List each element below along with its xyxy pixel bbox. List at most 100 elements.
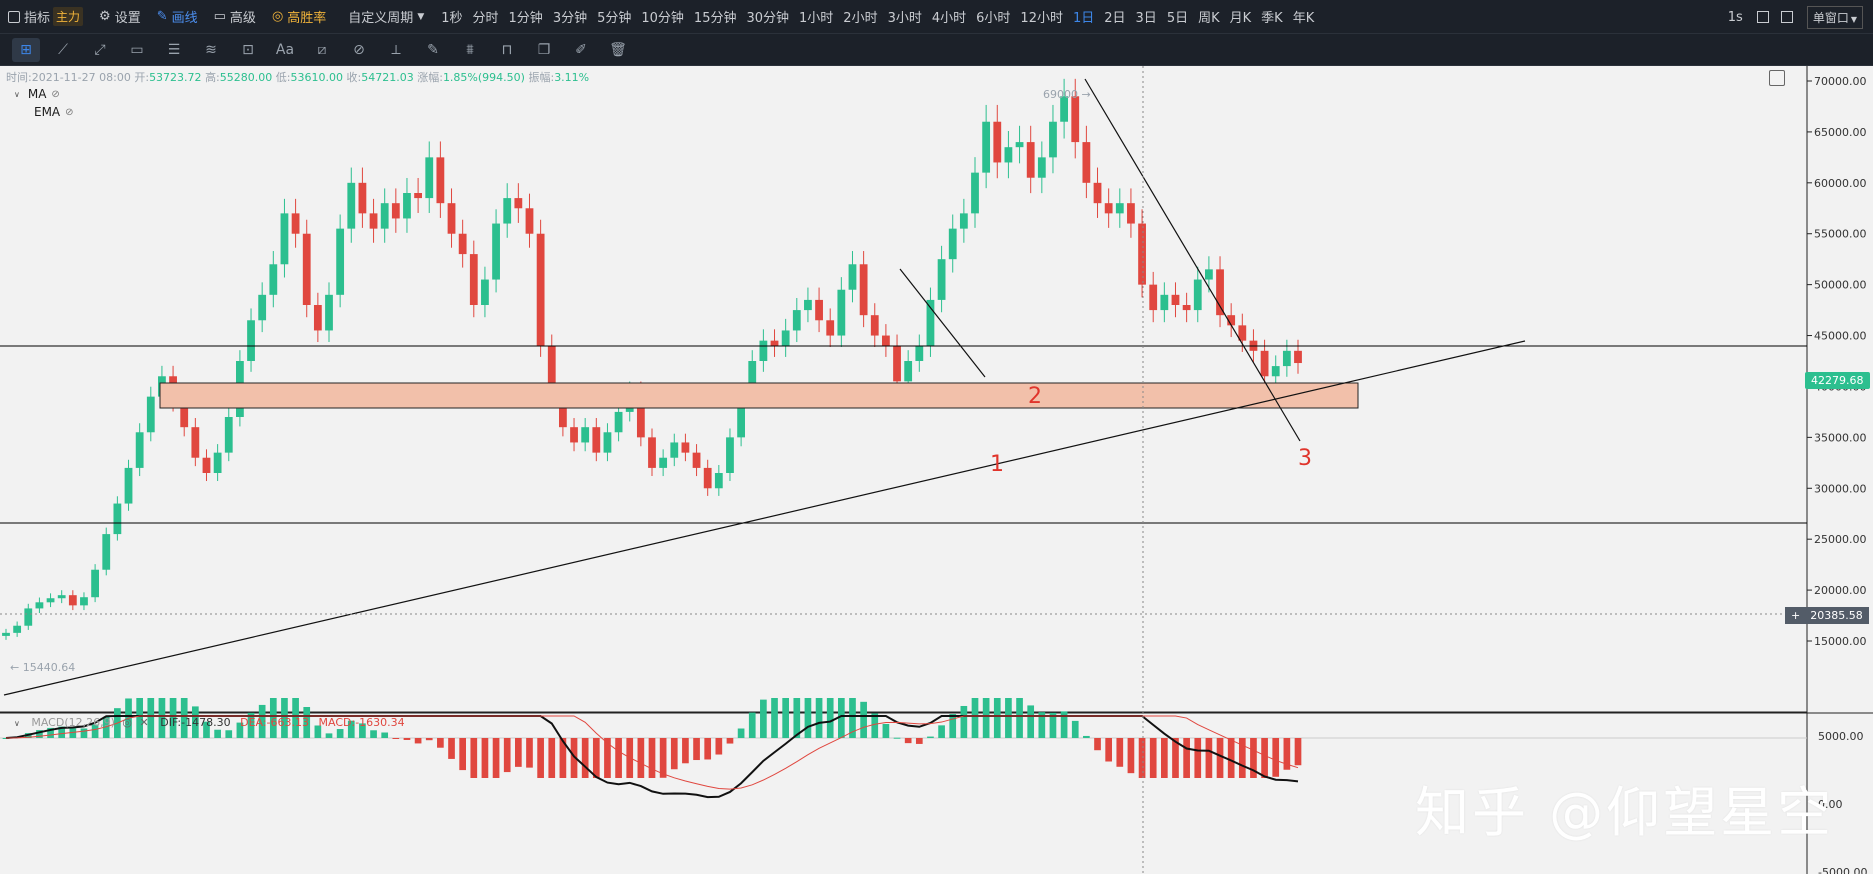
candle-body xyxy=(35,602,44,609)
chevron-down-icon: ∨ xyxy=(14,89,20,99)
support-zone-box[interactable] xyxy=(159,382,1359,409)
macd-bar xyxy=(893,737,901,739)
custom-period-dropdown[interactable]: 自定义周期 ▼ xyxy=(340,0,432,33)
ema-indicator[interactable]: EMA ⊘ xyxy=(34,105,74,119)
macd-bar xyxy=(1005,698,1012,738)
pattern-icon[interactable]: ⩩ xyxy=(466,41,474,58)
close-icon[interactable]: ✕ xyxy=(139,716,149,729)
macd-bar xyxy=(515,738,522,767)
candle-body xyxy=(848,264,857,290)
macd-bar xyxy=(693,738,700,761)
period-19[interactable]: 月K xyxy=(1229,11,1252,26)
period-20[interactable]: 季K xyxy=(1261,11,1283,26)
macd-bar xyxy=(526,738,533,768)
parallel-channel-icon[interactable]: ☰ xyxy=(167,41,181,58)
ma-indicator[interactable]: ∨ MA ⊘ xyxy=(14,87,60,101)
fib-icon[interactable]: ⧄ xyxy=(317,41,327,58)
period-2[interactable]: 1分钟 xyxy=(508,11,543,26)
macd-bar xyxy=(871,713,879,738)
measure-icon[interactable]: ⊡ xyxy=(242,41,254,58)
macd-bar xyxy=(91,724,99,738)
period-3[interactable]: 3分钟 xyxy=(552,11,588,26)
text-icon[interactable]: Aa xyxy=(275,41,295,58)
macd-bar xyxy=(1261,738,1268,778)
lock-icon[interactable]: ⊓ xyxy=(501,41,513,58)
settings-icon[interactable]: ◎ xyxy=(122,716,133,729)
period-10[interactable]: 3小时 xyxy=(887,11,922,26)
indicator-menu[interactable]: 指标 主力 xyxy=(0,0,91,33)
period-15[interactable]: 2日 xyxy=(1104,11,1126,26)
winrate-button[interactable]: ◎ 高胜率 xyxy=(264,0,334,33)
window-dropdown[interactable]: 单窗口 ▼ xyxy=(1806,5,1863,29)
period-9[interactable]: 2小时 xyxy=(843,11,878,26)
period-12[interactable]: 6小时 xyxy=(976,11,1011,26)
macd-bar xyxy=(258,704,266,738)
macd-bar xyxy=(682,738,689,764)
copy-icon[interactable]: ❐ xyxy=(537,41,551,58)
period-17[interactable]: 5日 xyxy=(1166,11,1189,26)
period-8[interactable]: 1小时 xyxy=(799,11,834,26)
minimize-icon[interactable] xyxy=(1756,11,1769,23)
candle-body xyxy=(881,335,890,346)
trendline-2[interactable] xyxy=(899,268,986,378)
brush-icon[interactable]: ✎ xyxy=(427,41,439,58)
macd-bar xyxy=(359,723,366,738)
macd-bar xyxy=(960,705,968,738)
period-1[interactable]: 分时 xyxy=(472,11,499,26)
period-7[interactable]: 30分钟 xyxy=(746,11,790,26)
candle-body xyxy=(514,198,523,209)
ray-icon[interactable]: ⤢ xyxy=(94,41,106,58)
ema-label: EMA xyxy=(34,105,61,119)
eye-off-icon[interactable]: ⊘ xyxy=(51,88,60,100)
price-tick-label: 25000.00 xyxy=(1814,533,1867,546)
low-price-value: 15440.64 xyxy=(22,661,76,674)
interval-label[interactable]: 1s xyxy=(1727,9,1743,25)
candle-body xyxy=(948,228,957,260)
period-6[interactable]: 15分钟 xyxy=(693,11,737,26)
rectangle-icon[interactable]: ▭ xyxy=(130,41,144,58)
period-16[interactable]: 3日 xyxy=(1135,11,1157,26)
trendline-1[interactable] xyxy=(3,340,1526,696)
macd-tick-label: 5000.00 xyxy=(1818,730,1864,743)
ruler-icon[interactable]: ⟂ xyxy=(391,41,401,58)
dea-value: DEA:-663.13 xyxy=(240,716,310,729)
macd-bar xyxy=(69,728,77,738)
gann-icon[interactable]: ⊘ xyxy=(353,41,365,58)
layout-icon[interactable] xyxy=(1780,11,1793,23)
period-18[interactable]: 周K xyxy=(1198,11,1220,26)
advanced-button[interactable]: ▭ 高级 xyxy=(206,0,264,33)
candle-body xyxy=(603,432,612,453)
chart-area[interactable]: 70000.00 65000.00 60000.00 55000.00 50000.00… xyxy=(0,66,1873,874)
eye-off-icon[interactable]: ⊘ xyxy=(65,106,74,118)
period-4[interactable]: 5分钟 xyxy=(597,11,632,26)
candle-body xyxy=(1160,294,1169,311)
candle-body xyxy=(336,228,345,295)
high-price-value: 69000 xyxy=(1043,88,1078,101)
wave-icon[interactable]: ≋ xyxy=(205,41,217,58)
period-14[interactable]: 1日 xyxy=(1072,11,1095,26)
candle-body xyxy=(982,121,991,173)
macd-histogram xyxy=(0,698,1807,778)
macd-bar xyxy=(414,738,422,744)
macd-bar xyxy=(1161,738,1168,778)
plus-icon[interactable]: + xyxy=(1791,609,1801,622)
period-11[interactable]: 4小时 xyxy=(931,11,967,26)
crosshair-icon[interactable]: ⊞ xyxy=(12,37,40,62)
edit-icon[interactable]: ✐ xyxy=(575,41,587,58)
period-5[interactable]: 10分钟 xyxy=(641,11,684,26)
draw-label: 画线 xyxy=(171,11,198,26)
macd-bar xyxy=(36,730,43,738)
candle-body xyxy=(1294,350,1302,364)
trendline-3[interactable] xyxy=(1084,78,1301,442)
period-13[interactable]: 12小时 xyxy=(1020,11,1063,26)
settings-button[interactable]: ⚙ 设置 xyxy=(91,0,149,33)
fullscreen-icon[interactable] xyxy=(1769,70,1785,86)
candle-body xyxy=(46,598,55,603)
period-21[interactable]: 年K xyxy=(1292,11,1315,26)
trash-icon[interactable]: 🗑 xyxy=(609,41,627,58)
indicator-label: 指标 xyxy=(24,11,51,26)
macd-bar xyxy=(570,738,578,778)
draw-button[interactable]: ✎ 画线 xyxy=(149,0,206,33)
period-0[interactable]: 1秒 xyxy=(441,11,463,26)
segment-icon[interactable]: ⟋ xyxy=(58,41,68,58)
